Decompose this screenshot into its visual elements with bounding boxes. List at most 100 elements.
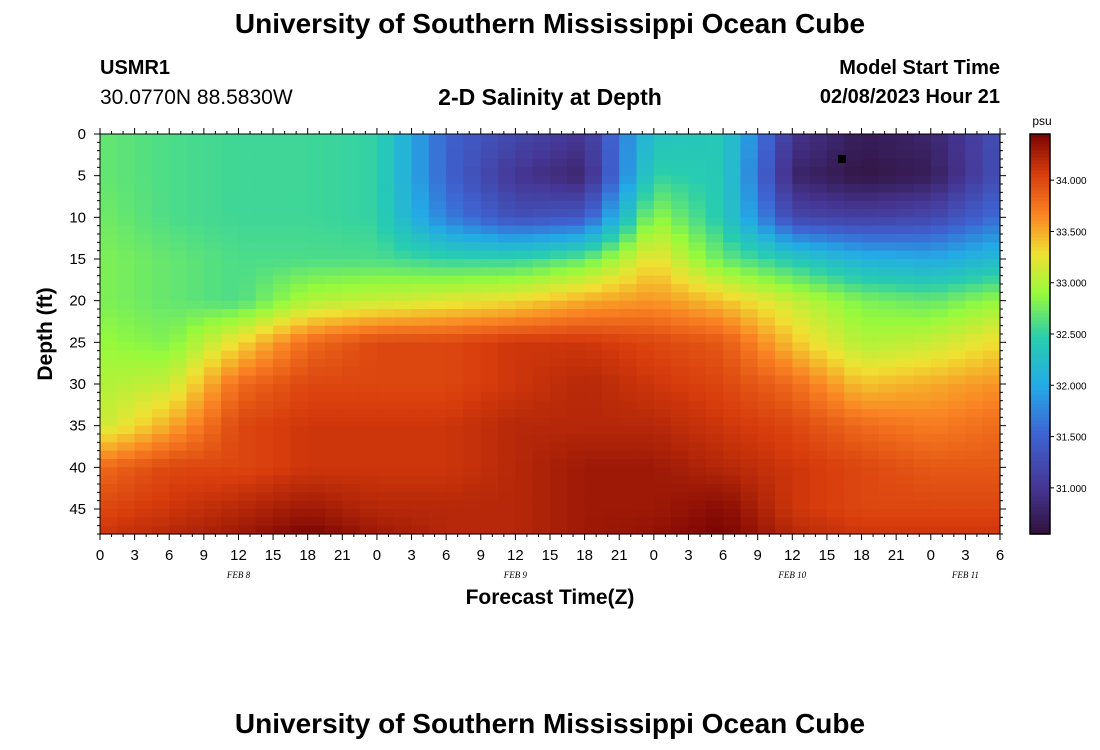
heatmap-cell xyxy=(480,142,499,152)
heatmap-cell xyxy=(221,200,240,210)
heatmap-cell xyxy=(792,334,811,343)
heatmap-cell xyxy=(636,459,655,468)
heatmap-cell xyxy=(896,459,915,468)
heatmap-cell xyxy=(982,150,1001,160)
x-tick-label: 9 xyxy=(754,547,762,564)
heatmap-cell xyxy=(896,242,915,252)
heatmap-cell xyxy=(411,250,430,260)
heatmap-cell xyxy=(342,384,361,393)
heatmap-cell xyxy=(861,150,880,160)
heatmap-cell xyxy=(394,334,413,343)
heatmap-cell xyxy=(238,259,257,268)
heatmap-cell xyxy=(134,284,153,293)
heatmap-cell xyxy=(844,409,863,418)
heatmap-cell xyxy=(861,284,880,293)
heatmap-cell xyxy=(463,525,482,535)
heatmap-cell xyxy=(359,242,378,252)
heatmap-cell xyxy=(117,167,136,177)
heatmap-cell xyxy=(325,434,343,443)
heatmap-cell xyxy=(567,484,586,493)
heatmap-cell xyxy=(480,367,499,377)
heatmap-cell xyxy=(498,284,516,293)
colorbar-segment xyxy=(1030,497,1050,502)
heatmap-cell xyxy=(169,300,188,310)
heatmap-cell xyxy=(169,134,188,143)
heatmap-cell xyxy=(238,225,257,235)
heatmap-cell xyxy=(411,342,430,352)
heatmap-cell xyxy=(861,192,880,202)
heatmap-cell xyxy=(913,134,932,143)
heatmap-cell xyxy=(982,450,1001,460)
heatmap-cell xyxy=(809,342,828,352)
heatmap-cell xyxy=(740,242,759,252)
heatmap-cell xyxy=(100,400,118,410)
heatmap-cell xyxy=(307,167,326,177)
heatmap-cell xyxy=(498,484,516,493)
heatmap-cell xyxy=(688,359,707,368)
heatmap-cell xyxy=(948,234,966,243)
heatmap-cell xyxy=(428,159,447,168)
heatmap-cell xyxy=(342,284,361,293)
heatmap-cell xyxy=(186,284,205,293)
heatmap-cell xyxy=(861,209,880,218)
heatmap-cell xyxy=(792,300,811,310)
heatmap-cell xyxy=(532,450,551,460)
heatmap-cell xyxy=(671,525,690,535)
heatmap-cell xyxy=(653,192,672,202)
heatmap-cell xyxy=(532,309,551,318)
heatmap-cell xyxy=(705,200,724,210)
heatmap-cell xyxy=(601,467,620,477)
heatmap-cell xyxy=(498,442,516,452)
heatmap-cell xyxy=(100,434,118,443)
heatmap-cell xyxy=(359,175,378,185)
heatmap-cell xyxy=(948,350,966,360)
heatmap-cell xyxy=(221,467,240,477)
heatmap-cell xyxy=(342,400,361,410)
heatmap-cell xyxy=(100,184,118,193)
heatmap-cell xyxy=(671,209,690,218)
heatmap-cell xyxy=(203,167,222,177)
heatmap-cell xyxy=(342,525,361,535)
heatmap-cell xyxy=(809,192,828,202)
colorbar-segment xyxy=(1030,400,1050,405)
heatmap-cell xyxy=(653,292,672,302)
heatmap-cell xyxy=(567,175,586,185)
heatmap-cell xyxy=(532,184,551,193)
heatmap-cell xyxy=(186,509,205,518)
heatmap-cell xyxy=(948,175,966,185)
heatmap-cell xyxy=(290,484,309,493)
heatmap-cell xyxy=(757,325,776,335)
heatmap-cell xyxy=(705,459,724,468)
heatmap-cell xyxy=(376,417,395,427)
heatmap-cell xyxy=(740,317,759,327)
heatmap-cell xyxy=(307,425,326,435)
heatmap-cell xyxy=(238,267,257,277)
heatmap-cell xyxy=(203,450,222,460)
heatmap-cell xyxy=(930,150,949,160)
heatmap-cell xyxy=(480,159,499,168)
heatmap-cell xyxy=(653,167,672,177)
colorbar-segment xyxy=(1030,280,1050,285)
heatmap-cell xyxy=(151,350,170,360)
heatmap-cell xyxy=(532,217,551,227)
heatmap-cell xyxy=(151,367,170,377)
heatmap-cell xyxy=(653,525,672,535)
heatmap-cell xyxy=(792,242,811,252)
colorbar-segment xyxy=(1030,174,1050,178)
heatmap-cell xyxy=(273,292,291,302)
heatmap-cell xyxy=(653,500,672,510)
heatmap-cell xyxy=(809,350,828,360)
heatmap-cell xyxy=(203,192,222,202)
heatmap-cell xyxy=(498,525,516,535)
heatmap-cell xyxy=(203,517,222,527)
heatmap-cell xyxy=(498,492,516,502)
heatmap-cell xyxy=(965,359,984,368)
heatmap-cell xyxy=(653,209,672,218)
heatmap-cell xyxy=(515,267,534,277)
heatmap-cell xyxy=(757,267,776,277)
heatmap-cell xyxy=(601,492,620,502)
heatmap-cell xyxy=(221,434,240,443)
heatmap-cell xyxy=(705,250,724,260)
heatmap-cell xyxy=(740,275,759,285)
colorbar-segment xyxy=(1030,324,1050,328)
